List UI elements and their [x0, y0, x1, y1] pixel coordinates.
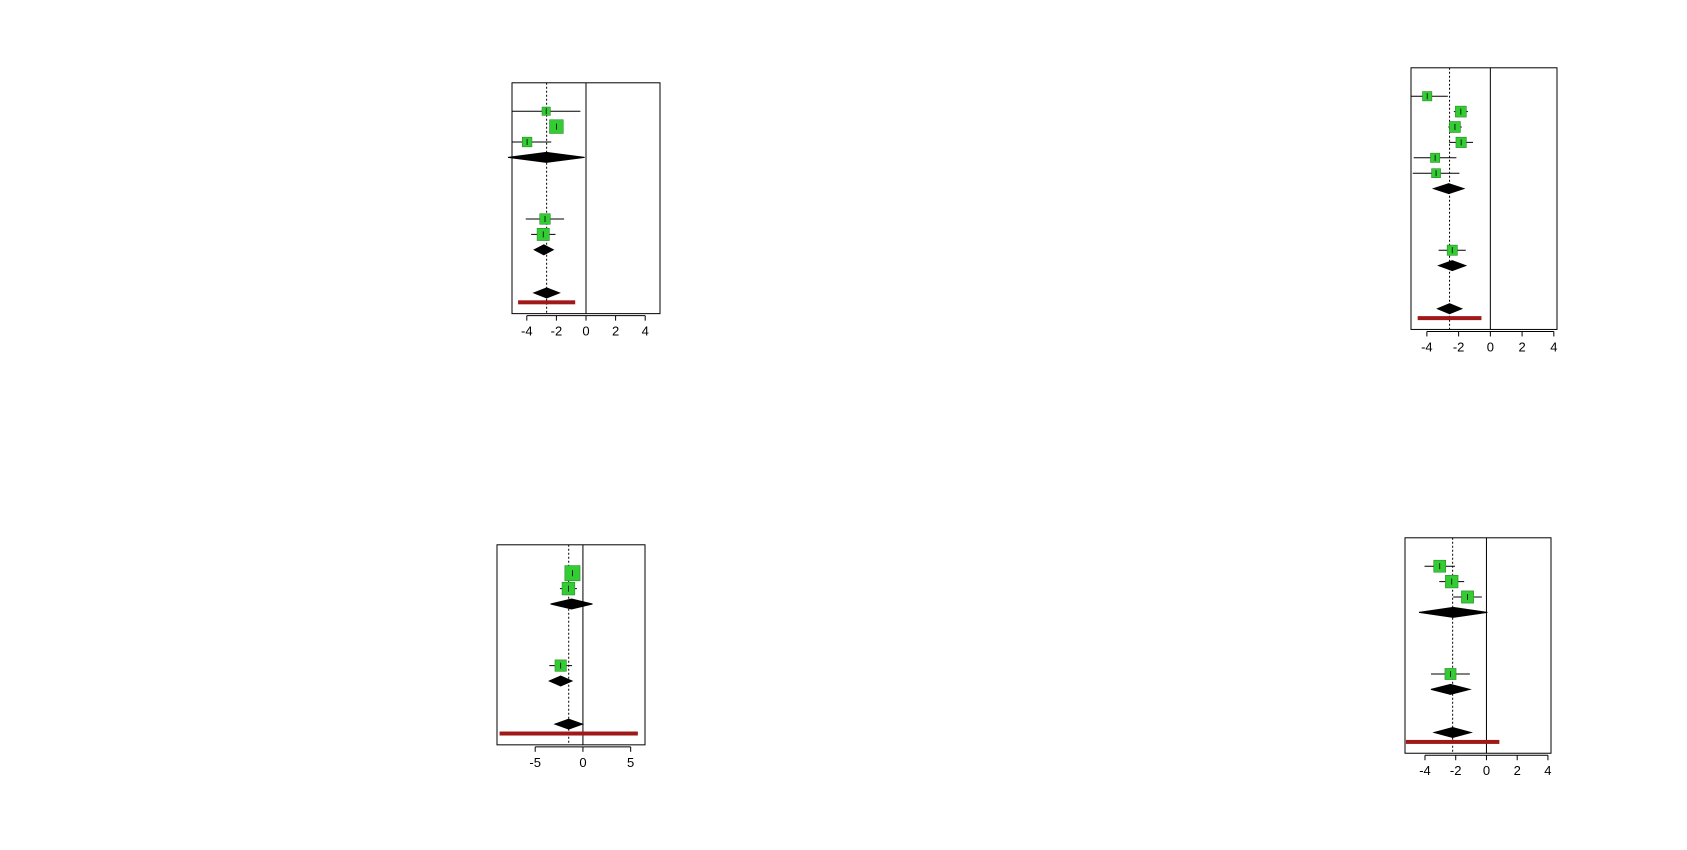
forest-plot-svg: -5 0 5: [496, 544, 646, 770]
x-tick-label: 4: [1550, 339, 1557, 354]
subgroup-diamond: [1431, 183, 1466, 195]
overall-diamond: [1432, 727, 1473, 739]
subgroup-diamond: [548, 675, 574, 687]
prediction-interval-bar: [1417, 316, 1482, 321]
subgroup-diamond: [507, 151, 585, 163]
forest-panel-a: -4 -2 0 2 4: [0, 0, 760, 392]
overall-diamond: [1436, 303, 1464, 315]
overall-diamond: [553, 718, 585, 730]
x-tick-label: 2: [1514, 763, 1521, 778]
subgroup-diamond: [1430, 683, 1472, 695]
subgroup-diamond: [533, 244, 555, 256]
x-tick-label: 0: [582, 324, 589, 339]
prediction-interval-bar: [1405, 739, 1500, 744]
x-tick-label: 0: [1487, 339, 1494, 354]
x-tick-label: 2: [1518, 339, 1525, 354]
x-tick-label: 4: [1544, 763, 1551, 778]
forest-panel-d: -4 -2 0 2 4: [897, 450, 1657, 842]
forest-plot-svg: -4 -2 0 2 4: [507, 82, 661, 339]
forest-plot-svg: -4 -2 0 2 4: [1410, 67, 1558, 354]
x-tick-label: 2: [612, 324, 619, 339]
x-tick-label: -2: [551, 324, 563, 339]
x-tick-label: -4: [1419, 763, 1431, 778]
x-tick-label: -4: [521, 324, 533, 339]
x-tick-label: 0: [579, 755, 586, 770]
overall-diamond: [532, 287, 561, 299]
forest-plot-svg: -4 -2 0 2 4: [1404, 537, 1552, 778]
prediction-interval-bar: [499, 731, 638, 736]
subgroup-diamond: [1418, 606, 1488, 618]
subgroup-diamond: [550, 598, 593, 610]
x-tick-label: 4: [642, 324, 649, 339]
forest-panel-b: -4 -2 0 2 4: [897, 0, 1657, 392]
x-tick-label: 5: [627, 755, 634, 770]
x-tick-label: -2: [1453, 339, 1465, 354]
x-tick-label: -4: [1421, 339, 1433, 354]
x-tick-label: -5: [529, 755, 541, 770]
prediction-interval-bar: [518, 300, 576, 305]
subgroup-diamond: [1437, 260, 1468, 272]
plot-frame: [496, 544, 646, 746]
x-tick-label: 0: [1483, 763, 1490, 778]
plot-frame: [1410, 67, 1558, 330]
plot-frame: [1404, 537, 1552, 754]
x-tick-label: -2: [1450, 763, 1462, 778]
forest-panel-c: -5 0 5: [0, 450, 760, 842]
